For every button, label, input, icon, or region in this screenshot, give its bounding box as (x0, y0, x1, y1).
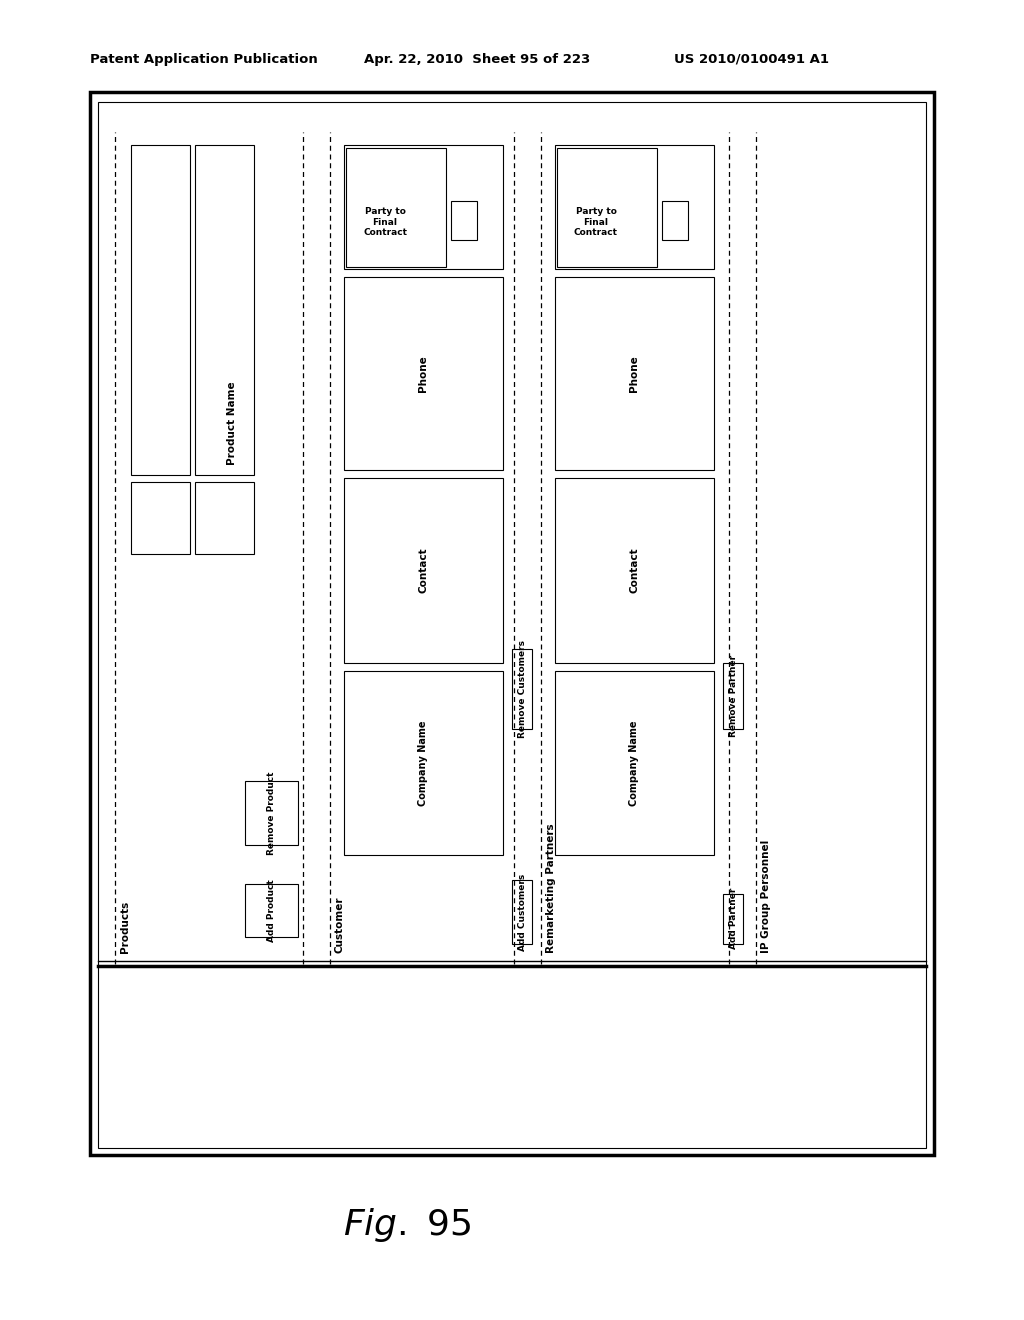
Text: Remarketing Partners: Remarketing Partners (546, 824, 556, 953)
Text: Products: Products (120, 900, 130, 953)
Point (297, 124, 309, 140)
Text: Add Partner: Add Partner (729, 888, 737, 949)
Bar (512, 880, 532, 944)
Point (535, 956, 547, 972)
Text: Add Customers: Add Customers (518, 874, 526, 950)
Bar (344, 145, 503, 269)
Bar (131, 482, 190, 554)
Bar (195, 145, 254, 475)
Bar (662, 201, 688, 240)
Bar (723, 663, 743, 729)
Point (109, 956, 121, 972)
Point (535, 124, 547, 140)
Bar (346, 148, 446, 267)
Bar (555, 145, 714, 269)
Text: Apr. 22, 2010  Sheet 95 of 223: Apr. 22, 2010 Sheet 95 of 223 (364, 53, 590, 66)
Bar (344, 277, 503, 470)
Text: Company Name: Company Name (419, 721, 428, 805)
Text: Phone: Phone (419, 355, 428, 392)
Text: Customer: Customer (335, 896, 345, 953)
Point (750, 124, 762, 140)
Point (723, 956, 735, 972)
Bar (512, 649, 532, 729)
Text: Party to
Final
Contract: Party to Final Contract (574, 207, 617, 238)
Bar (557, 148, 657, 267)
Text: Party to
Final
Contract: Party to Final Contract (364, 207, 407, 238)
Bar (245, 781, 298, 845)
Bar (195, 482, 254, 554)
Text: Product Name: Product Name (227, 381, 238, 465)
Point (723, 124, 735, 140)
Point (508, 956, 520, 972)
Text: Company Name: Company Name (630, 721, 639, 805)
Point (508, 124, 520, 140)
Text: IP Group Personnel: IP Group Personnel (761, 840, 771, 953)
Text: US 2010/0100491 A1: US 2010/0100491 A1 (674, 53, 828, 66)
Text: Remove Customers: Remove Customers (518, 640, 526, 738)
Bar (451, 201, 477, 240)
Text: $\it{Fig.}$ $\it{95}$: $\it{Fig.}$ $\it{95}$ (343, 1206, 472, 1243)
Text: Remove Product: Remove Product (267, 771, 275, 855)
Bar (555, 478, 714, 663)
Bar (245, 884, 298, 937)
Bar (90, 92, 934, 1155)
Text: Contact: Contact (630, 548, 639, 593)
Bar (131, 145, 190, 475)
Text: Remove Partner: Remove Partner (729, 655, 737, 737)
Text: Phone: Phone (630, 355, 639, 392)
Bar (555, 671, 714, 855)
Text: Patent Application Publication: Patent Application Publication (90, 53, 317, 66)
Point (109, 124, 121, 140)
Point (324, 124, 336, 140)
Point (324, 956, 336, 972)
Point (750, 956, 762, 972)
Text: Contact: Contact (419, 548, 428, 593)
Bar (98, 102, 926, 1148)
Text: Add Product: Add Product (267, 879, 275, 942)
Bar (344, 671, 503, 855)
Bar (723, 894, 743, 944)
Bar (555, 277, 714, 470)
Point (297, 956, 309, 972)
Bar (344, 478, 503, 663)
